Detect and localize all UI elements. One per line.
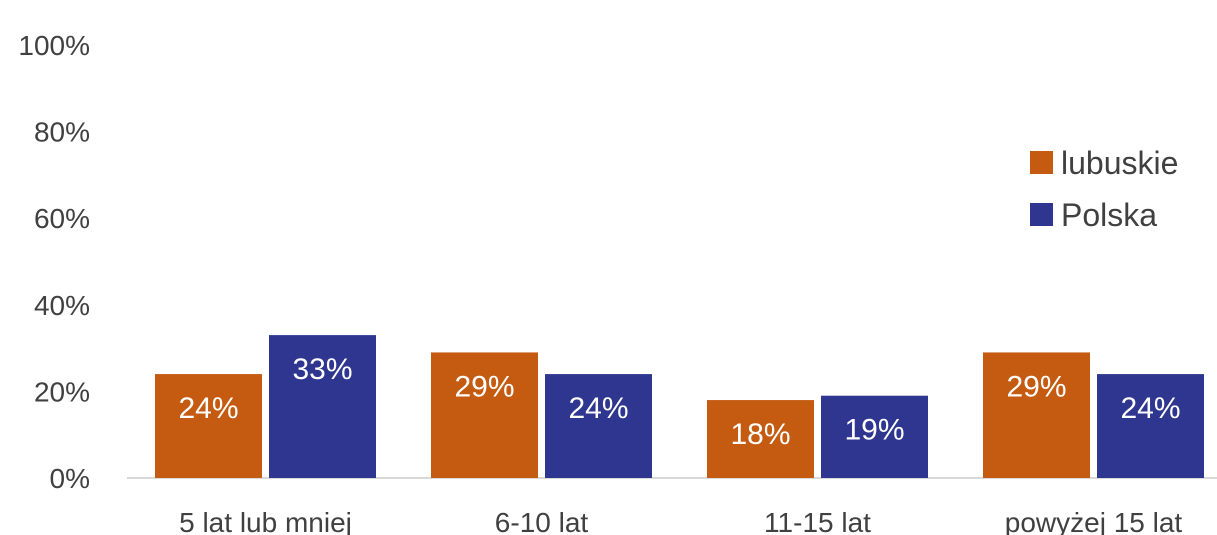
bar-polska: [545, 374, 652, 478]
data-label: 29%: [454, 370, 514, 403]
x-tick-label: powyżej 15 lat: [1005, 507, 1183, 535]
legend-label: lubuskie: [1061, 145, 1178, 181]
y-tick-label: 40%: [34, 290, 90, 321]
data-label: 33%: [292, 353, 352, 386]
x-tick-label: 5 lat lub mniej: [179, 507, 352, 535]
y-axis-ticks: 0% 20% 40% 60% 80% 100%: [18, 30, 90, 494]
bars: 24% 33% 29% 24% 18% 19% 29% 24%: [155, 335, 1204, 478]
data-label: 24%: [568, 392, 628, 425]
data-label: 29%: [1006, 370, 1066, 403]
y-tick-label: 60%: [34, 203, 90, 234]
y-tick-label: 100%: [18, 30, 90, 61]
bar-lubuskie: [431, 352, 538, 478]
y-tick-label: 80%: [34, 117, 90, 148]
x-tick-label: 11-15 lat: [764, 507, 871, 535]
legend-label: Polska: [1061, 197, 1157, 233]
data-label: 19%: [844, 414, 904, 447]
legend: lubuskie Polska: [1030, 145, 1178, 233]
bar-lubuskie: [707, 400, 814, 478]
bar-polska: [269, 335, 376, 478]
y-tick-label: 20%: [34, 376, 90, 407]
x-tick-label: 6-10 lat: [495, 507, 589, 535]
data-label: 24%: [178, 392, 238, 425]
legend-swatch-polska: [1030, 203, 1053, 226]
data-label: 24%: [1120, 392, 1180, 425]
bar-lubuskie: [155, 374, 262, 478]
bar-polska: [821, 395, 928, 478]
data-label: 18%: [730, 418, 790, 451]
legend-swatch-lubuskie: [1030, 151, 1053, 174]
bar-polska: [1097, 374, 1204, 478]
x-axis-labels: 5 lat lub mniej 6-10 lat 11-15 lat powyżej …: [179, 507, 1182, 535]
y-tick-label: 0%: [50, 463, 90, 494]
bar-lubuskie: [983, 352, 1090, 478]
